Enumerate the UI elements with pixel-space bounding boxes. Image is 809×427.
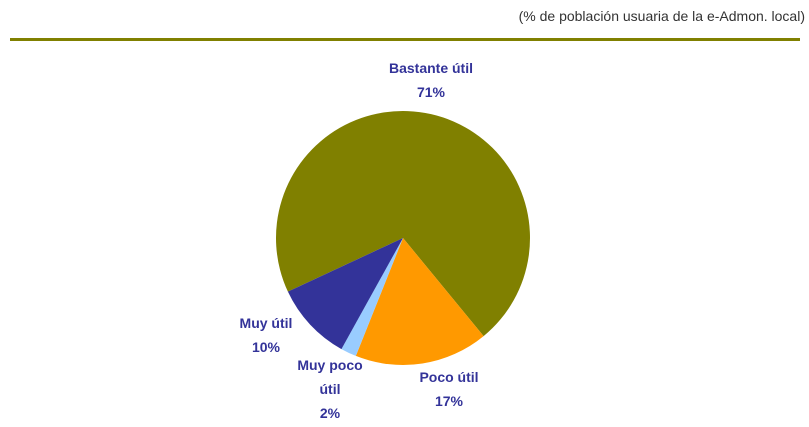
header-rule	[10, 38, 800, 41]
slice-value: 71%	[416, 84, 446, 100]
chart-subtitle: (% de población usuaria de la e-Admon. l…	[518, 8, 805, 24]
slice-value: 2%	[319, 405, 341, 421]
pie-slice	[276, 111, 530, 337]
slice-label: Muy útil	[239, 315, 293, 331]
pie-slice	[341, 238, 403, 356]
slice-label: Muy poco útil	[297, 357, 363, 397]
slice-value: 17%	[434, 393, 464, 409]
slice-label: Bastante útil	[388, 60, 473, 76]
slice-label: Poco útil	[419, 369, 479, 385]
slice-value: 10%	[251, 339, 281, 355]
pie-slice	[355, 238, 484, 365]
pie-slice	[287, 238, 403, 350]
